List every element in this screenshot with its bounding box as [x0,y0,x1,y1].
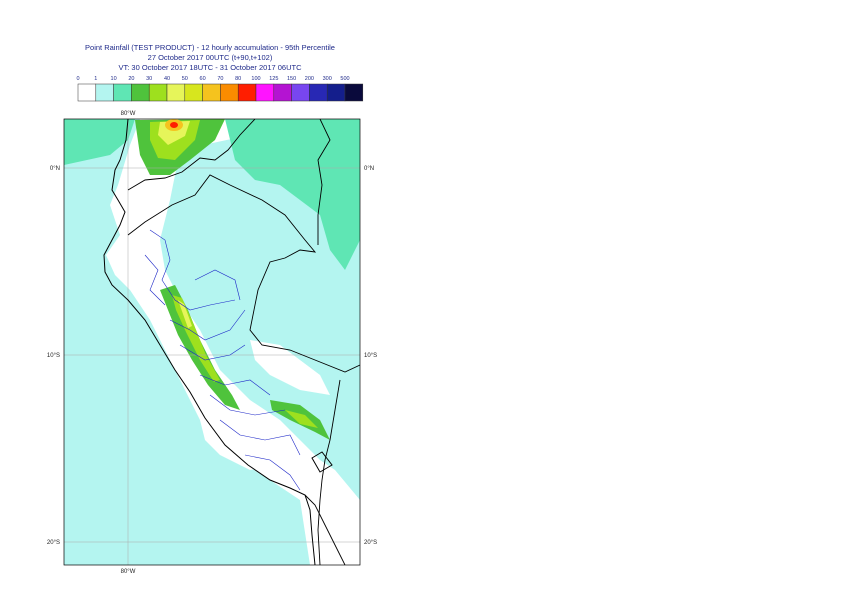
lon-label-top: 80°W [121,111,136,117]
legend-threshold-label: 80 [235,76,241,82]
country-borders [127,119,360,565]
legend-threshold-label: 0 [76,76,79,82]
ocean-moderate-rain [64,119,135,165]
legend-threshold-label: 200 [305,76,314,82]
dry-pocket-south [200,420,280,470]
lon-label-bottom: 80°W [121,569,136,575]
legend-threshold-label: 1 [94,76,97,82]
forecast-base-time: 27 October 2017 00UTC (t+90,t+102) [147,53,273,62]
legend-threshold-label: 150 [287,76,296,82]
legend-threshold-label: 125 [269,76,278,82]
brazil-border [317,119,331,245]
legend-threshold-label: 30 [146,76,152,82]
southeast-lime-core [285,410,318,428]
north-red-core [170,122,178,128]
lat-label-20-left: 20°S [47,540,60,546]
legend-threshold-label: 70 [217,76,223,82]
validity-time: VT: 30 October 2017 18UTC - 31 October 2… [118,63,302,72]
department-borders [144,229,301,491]
lat-label-10-left: 10°S [47,353,60,359]
lake-titicaca [311,451,333,473]
lat-label-0-right: 0°N [364,166,374,172]
lat-label-0-left: 0°N [50,166,60,172]
south-america-coast [103,119,316,565]
ecuador-border [127,119,256,191]
dry-pocket-east [250,340,330,395]
ocean-light-rain [64,119,310,565]
coastlines [103,119,333,565]
legend-threshold-label: 100 [251,76,260,82]
legend-threshold-label: 40 [164,76,170,82]
legend-threshold-label: 500 [340,76,349,82]
legend-threshold-label: 300 [323,76,332,82]
map-frame [63,118,361,566]
lat-label-10-right: 10°S [364,353,377,359]
legend-threshold-label: 60 [200,76,206,82]
northeast-moderate-rain [225,119,360,270]
legend-threshold-label: 50 [182,76,188,82]
legend-threshold-label: 10 [111,76,117,82]
graticule [64,119,360,565]
legend-color-swatch [344,83,364,102]
color-legend: 0 1 10 20 30 40 50 60 70 80 100 125 150 200 300 500 [76,76,364,102]
land-light-rain [160,135,360,500]
map-title: Point Rainfall (TEST PRODUCT) - 12 hourl… [85,43,335,52]
chile-border [304,494,346,565]
bolivia-border [317,379,341,565]
andes-yellow-core [178,300,192,328]
rainfall-fields [64,119,360,565]
lat-label-20-right: 20°S [364,540,377,546]
peru-border [127,174,360,373]
legend-threshold-label: 20 [128,76,134,82]
